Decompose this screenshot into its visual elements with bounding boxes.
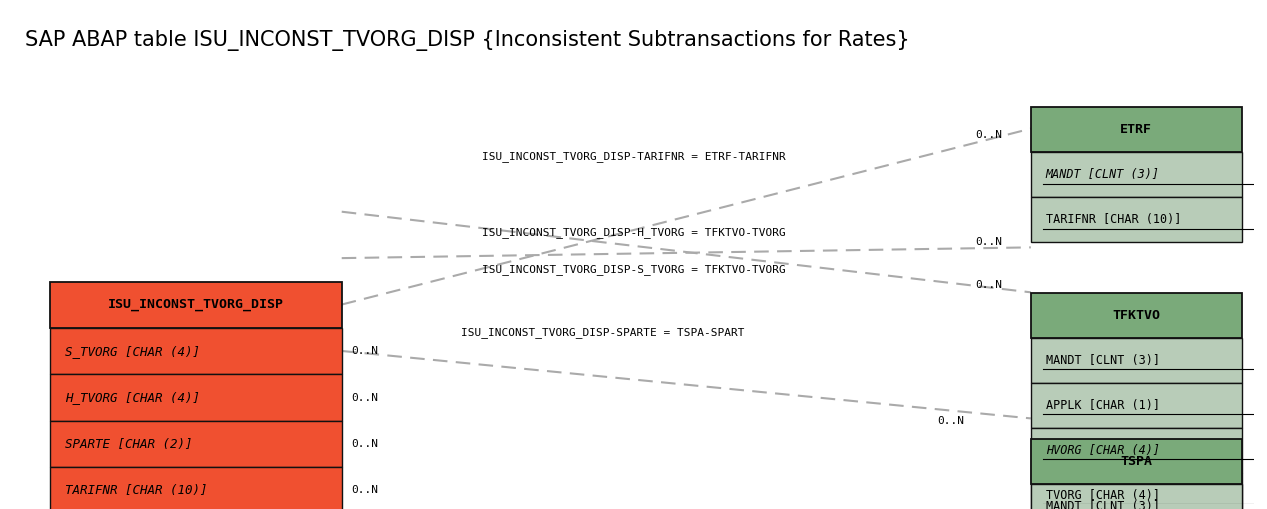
Text: 0..N: 0..N [352, 486, 379, 495]
Text: ISU_INCONST_TVORG_DISP-SPARTE = TSPA-SPART: ISU_INCONST_TVORG_DISP-SPARTE = TSPA-SPA… [461, 327, 744, 338]
FancyBboxPatch shape [1031, 197, 1242, 242]
FancyBboxPatch shape [1031, 338, 1242, 383]
Text: SPARTE [CHAR (2)]: SPARTE [CHAR (2)] [65, 438, 193, 450]
Text: 0..N: 0..N [976, 130, 1002, 140]
FancyBboxPatch shape [1031, 428, 1242, 473]
Text: 0..N: 0..N [352, 392, 379, 403]
FancyBboxPatch shape [49, 375, 342, 421]
Text: MANDT [CLNT (3)]: MANDT [CLNT (3)] [1045, 500, 1159, 509]
Text: HVORG [CHAR (4)]: HVORG [CHAR (4)] [1045, 444, 1159, 457]
FancyBboxPatch shape [49, 421, 342, 467]
Text: MANDT [CLNT (3)]: MANDT [CLNT (3)] [1045, 354, 1159, 367]
Text: ISU_INCONST_TVORG_DISP: ISU_INCONST_TVORG_DISP [108, 298, 284, 312]
Text: ETRF: ETRF [1120, 123, 1153, 136]
Text: 0..N: 0..N [976, 280, 1002, 291]
FancyBboxPatch shape [1031, 473, 1242, 509]
Text: TVORG [CHAR (4)]: TVORG [CHAR (4)] [1045, 489, 1159, 501]
Text: TSPA: TSPA [1120, 456, 1153, 468]
FancyBboxPatch shape [49, 328, 342, 375]
Text: S_TVORG [CHAR (4)]: S_TVORG [CHAR (4)] [65, 345, 200, 358]
Text: TARIFNR [CHAR (10)]: TARIFNR [CHAR (10)] [65, 484, 208, 497]
Text: MANDT [CLNT (3)]: MANDT [CLNT (3)] [1045, 168, 1159, 181]
Text: 0..N: 0..N [352, 439, 379, 449]
FancyBboxPatch shape [1031, 485, 1242, 509]
Text: SAP ABAP table ISU_INCONST_TVORG_DISP {Inconsistent Subtransactions for Rates}: SAP ABAP table ISU_INCONST_TVORG_DISP {I… [25, 30, 910, 51]
FancyBboxPatch shape [1031, 439, 1242, 485]
FancyBboxPatch shape [1031, 107, 1242, 152]
FancyBboxPatch shape [49, 467, 342, 509]
Text: ISU_INCONST_TVORG_DISP-H_TVORG = TFKTVO-TVORG: ISU_INCONST_TVORG_DISP-H_TVORG = TFKTVO-… [481, 227, 786, 238]
FancyBboxPatch shape [1031, 293, 1242, 338]
Text: 0..N: 0..N [938, 416, 964, 426]
FancyBboxPatch shape [1031, 152, 1242, 197]
Text: TFKTVO: TFKTVO [1112, 309, 1161, 322]
FancyBboxPatch shape [49, 281, 342, 328]
Text: 0..N: 0..N [976, 238, 1002, 247]
FancyBboxPatch shape [1031, 383, 1242, 428]
Text: H_TVORG [CHAR (4)]: H_TVORG [CHAR (4)] [65, 391, 200, 404]
Text: APPLK [CHAR (1)]: APPLK [CHAR (1)] [1045, 399, 1159, 412]
Text: ISU_INCONST_TVORG_DISP-TARIFNR = ETRF-TARIFNR: ISU_INCONST_TVORG_DISP-TARIFNR = ETRF-TA… [481, 152, 786, 162]
Text: TARIFNR [CHAR (10)]: TARIFNR [CHAR (10)] [1045, 213, 1181, 226]
Text: ISU_INCONST_TVORG_DISP-S_TVORG = TFKTVO-TVORG: ISU_INCONST_TVORG_DISP-S_TVORG = TFKTVO-… [481, 264, 786, 275]
Text: 0..N: 0..N [352, 346, 379, 356]
